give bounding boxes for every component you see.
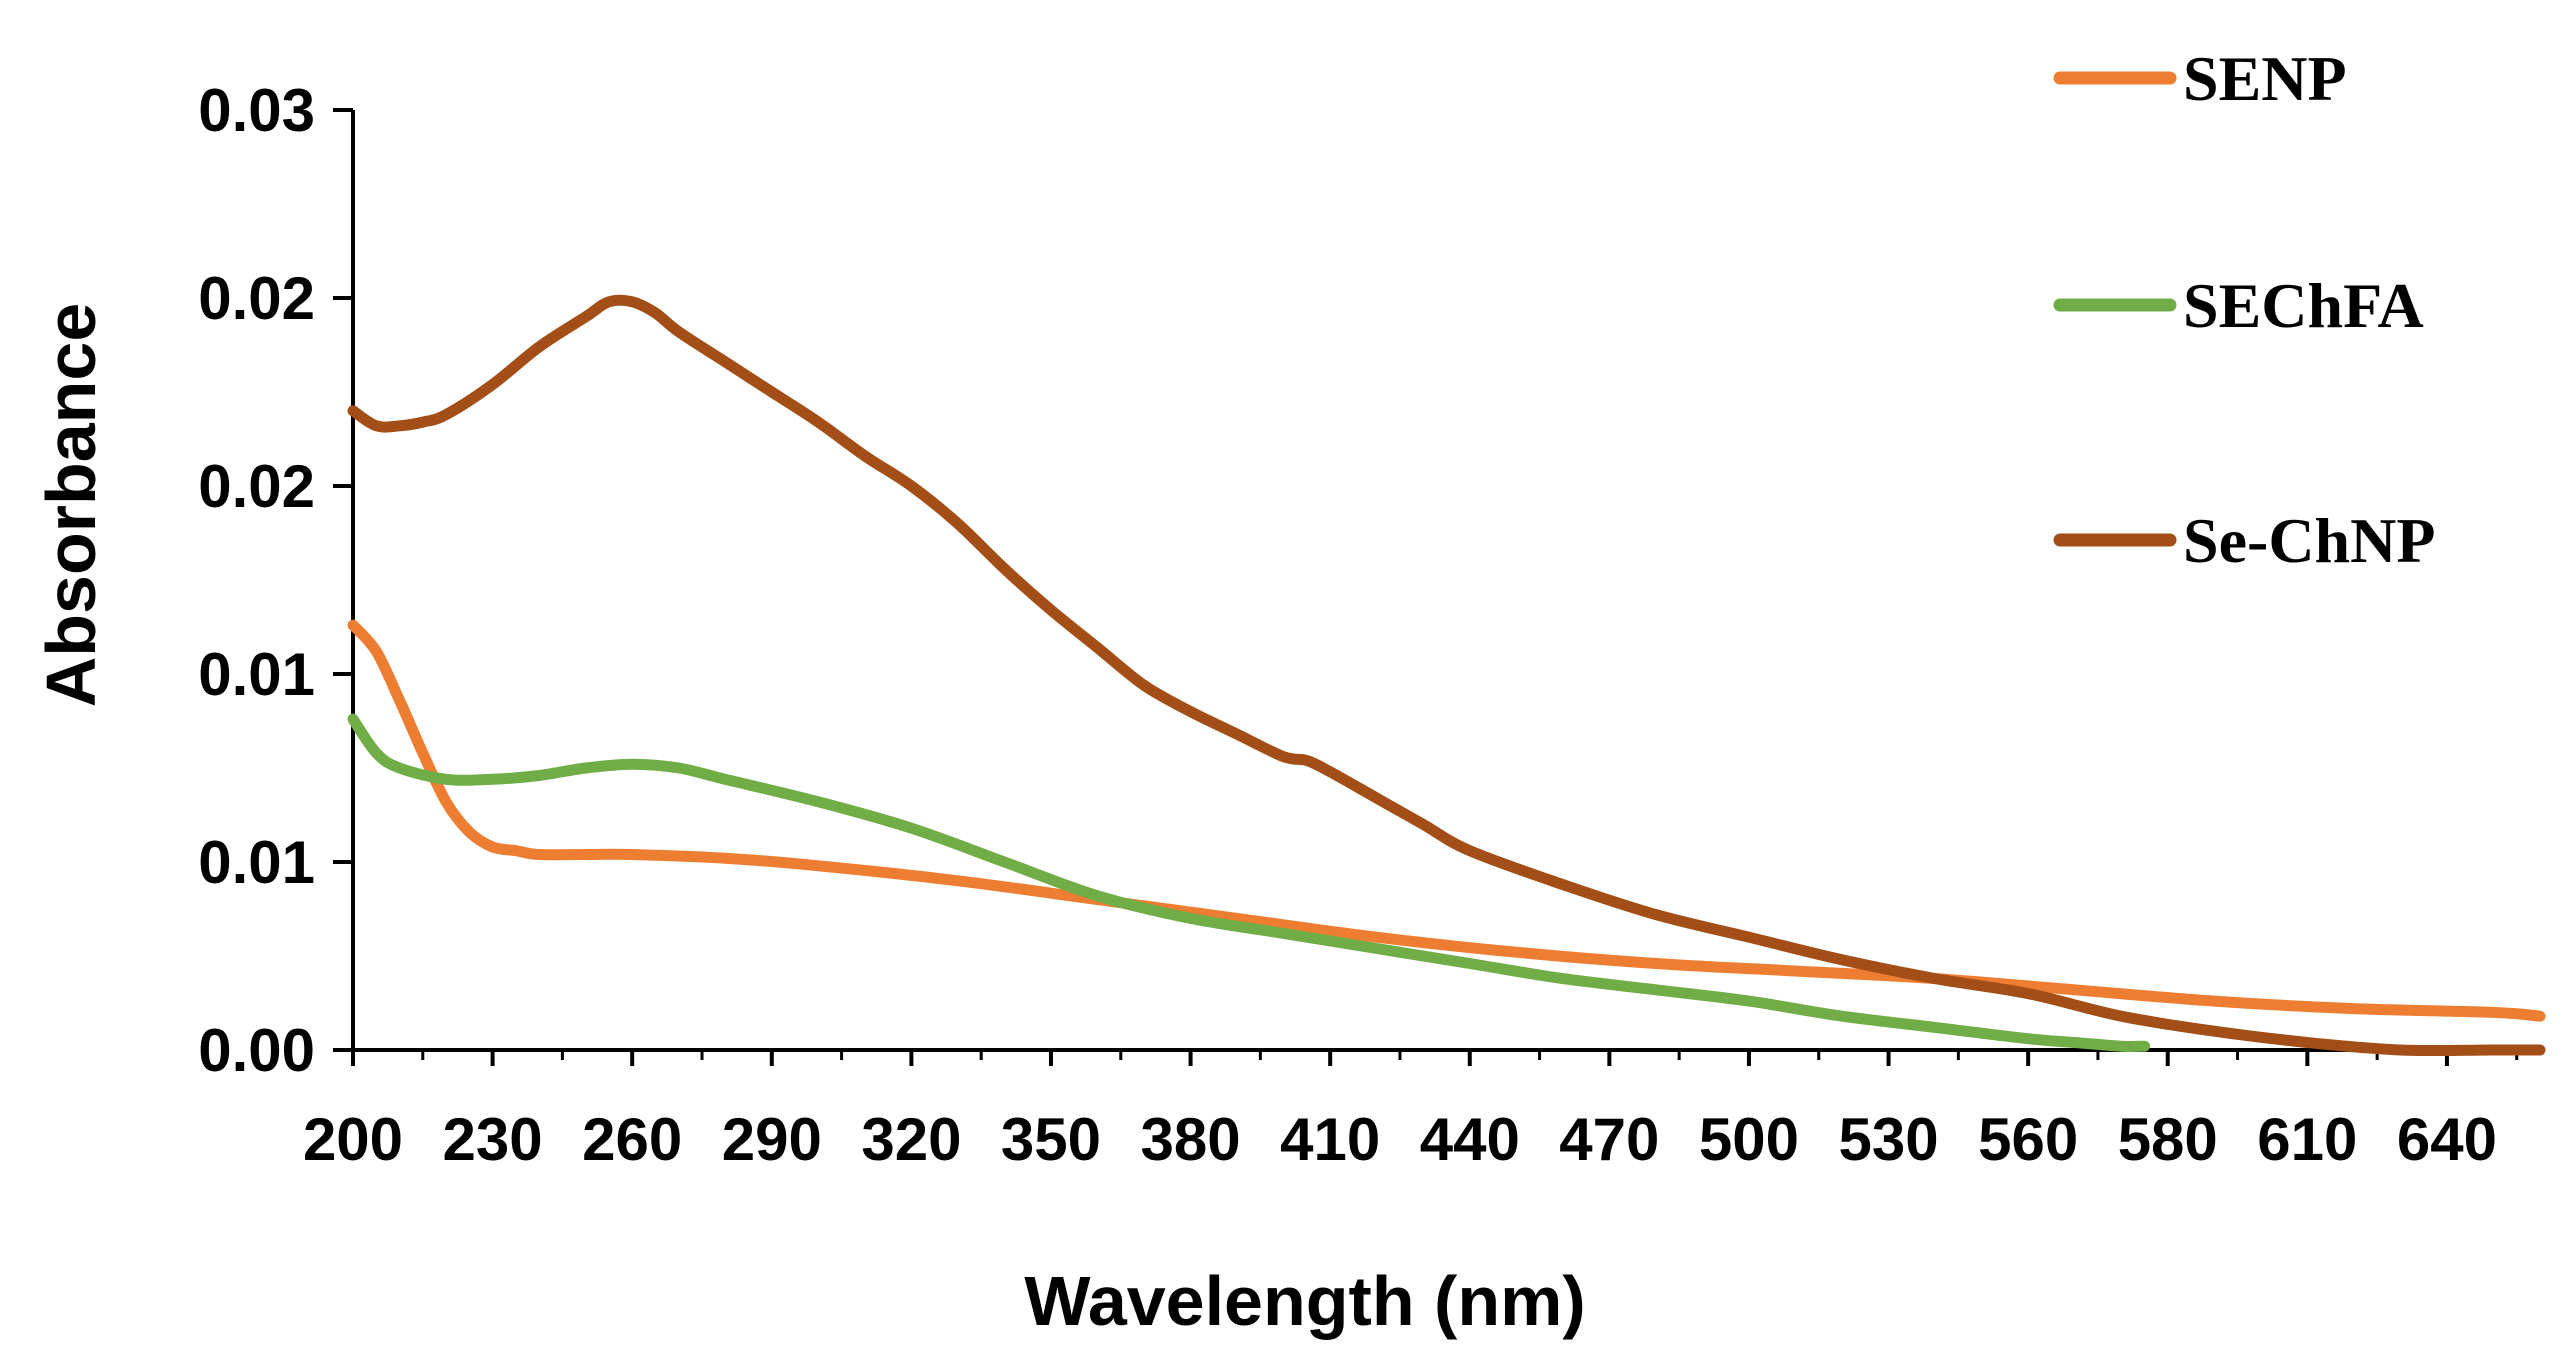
x-tick-label: 410 [1280, 1106, 1380, 1173]
legend: SENP SEChFA Se-ChNP [2053, 43, 2435, 576]
x-tick-label: 610 [2257, 1106, 2357, 1173]
legend-label-sechfa: SEChFA [2183, 270, 2424, 341]
series-line-sechfa [347, 713, 2150, 1053]
y-tick-label: 0.01 [198, 829, 315, 896]
x-tick-label: 380 [1141, 1106, 1241, 1173]
y-tick-label: 0.02 [198, 265, 315, 332]
x-tick-label: 440 [1420, 1106, 1520, 1173]
y-tick-label: 0.00 [198, 1017, 315, 1084]
legend-label-se-chnp: Se-ChNP [2183, 505, 2435, 576]
x-tick-label: 290 [722, 1106, 822, 1173]
x-tick-label: 200 [303, 1106, 403, 1173]
x-tick-label: 260 [582, 1106, 682, 1173]
x-tick-label: 500 [1699, 1106, 1799, 1173]
y-tick-label: 0.01 [198, 641, 315, 708]
y-axis-title: Absorbance [32, 303, 110, 708]
y-tick-label: 0.03 [198, 77, 315, 144]
x-tick-label: 580 [2118, 1106, 2218, 1173]
axes: 0.00 0.01 0.01 0.02 0.02 0.03 200 230 260 290 320 3… [198, 77, 2540, 1173]
x-tick-label: 320 [861, 1106, 961, 1173]
x-tick-label: 470 [1559, 1106, 1659, 1173]
x-tick-label: 530 [1838, 1106, 1938, 1173]
x-tick-label: 640 [2397, 1106, 2497, 1173]
legend-label-senp: SENP [2183, 43, 2347, 114]
y-tick-label: 0.02 [198, 453, 315, 520]
series-layer [347, 294, 2546, 1057]
x-tick-label: 560 [1978, 1106, 2078, 1173]
x-tick-label: 350 [1001, 1106, 1101, 1173]
series-line-se-chnp [347, 294, 2546, 1057]
x-tick-label: 230 [443, 1106, 543, 1173]
x-axis-title: Wavelength (nm) [1024, 1262, 1585, 1340]
